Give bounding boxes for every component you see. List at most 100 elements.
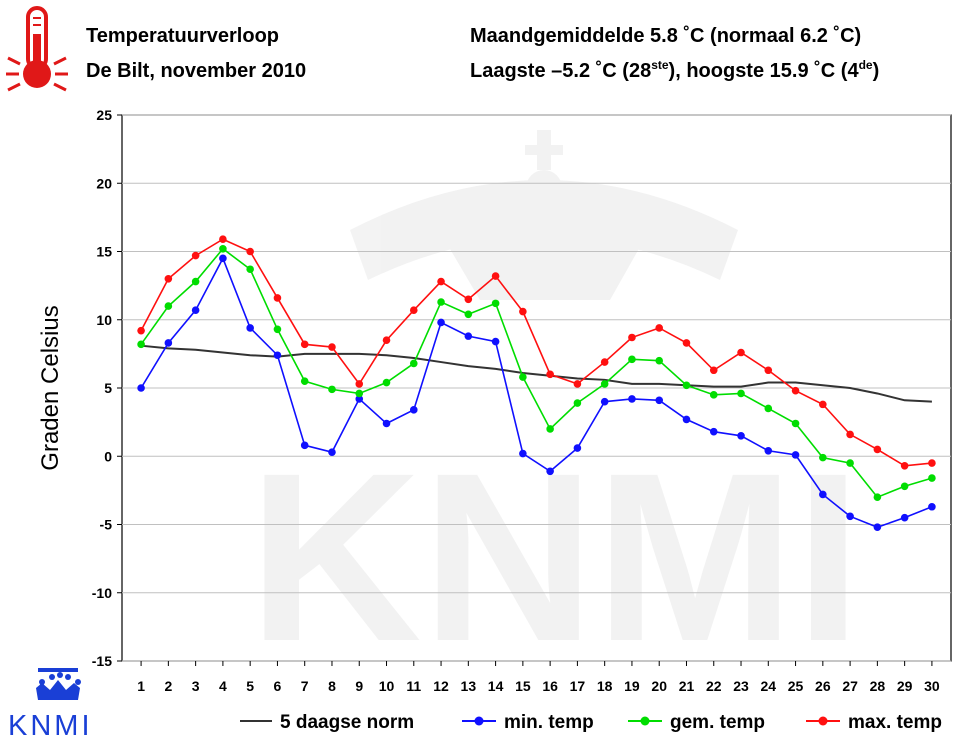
data-point-gem-temp [819, 453, 827, 462]
data-point-gem-temp [355, 389, 364, 398]
data-point-min-temp [709, 427, 718, 436]
legend-label-min-temp: min. temp [504, 712, 594, 733]
x-tick-label: 18 [597, 678, 613, 694]
legend-marker-max-temp [818, 716, 828, 726]
data-point-gem-temp [928, 474, 936, 482]
x-tick-label: 15 [515, 678, 531, 694]
y-tick-label: 0 [104, 448, 112, 464]
x-tick-label: 6 [274, 678, 282, 694]
x-tick-label: 10 [379, 678, 395, 694]
legend: 5 daagse norm min. temp gem. temp max. temp [240, 712, 942, 733]
data-point-gem-temp [737, 389, 745, 398]
data-point-gem-temp [764, 404, 773, 413]
data-point-min-temp [764, 446, 773, 455]
data-point-gem-temp [300, 377, 309, 385]
data-point-gem-temp [628, 355, 636, 364]
x-tick-label: 21 [679, 678, 695, 694]
data-point-max-temp [519, 307, 527, 316]
series-group [137, 235, 936, 532]
data-point-min-temp [819, 490, 827, 499]
data-point-min-temp [273, 351, 282, 360]
x-tick-label: 5 [246, 678, 254, 694]
data-point-max-temp [273, 294, 282, 302]
data-point-min-temp [928, 502, 936, 511]
data-point-max-temp [137, 326, 145, 335]
data-point-gem-temp [491, 299, 500, 308]
grid-lines [122, 114, 951, 662]
x-tick-label: 29 [897, 678, 913, 694]
data-point-max-temp [655, 324, 664, 332]
x-tick-label: 2 [164, 678, 172, 694]
x-tick-label: 26 [815, 678, 831, 694]
extremes-summary: Laagste –5.2 ˚C (28ste), hoogste 15.9 ˚C… [470, 58, 879, 82]
data-point-max-temp [873, 445, 882, 454]
x-tick-label: 25 [788, 678, 804, 694]
x-tick-label: 17 [570, 678, 586, 694]
data-point-gem-temp [519, 373, 527, 381]
data-point-gem-temp [682, 381, 691, 390]
data-point-min-temp [546, 467, 554, 476]
y-tick-label: 5 [104, 380, 112, 396]
data-point-gem-temp [409, 359, 418, 368]
data-point-max-temp [573, 380, 582, 388]
x-tick-label: 7 [301, 678, 309, 694]
data-point-min-temp [437, 318, 445, 327]
y-axis-label: Graden Celsius [37, 305, 64, 470]
data-point-min-temp [628, 395, 636, 403]
legend-marker-min-temp [474, 716, 484, 726]
data-point-min-temp [382, 419, 391, 428]
x-tick-label: 27 [842, 678, 858, 694]
data-point-min-temp [355, 395, 364, 403]
y-tick-label: 10 [96, 312, 112, 328]
y-tick-label: 20 [96, 175, 112, 191]
data-point-gem-temp [873, 493, 882, 502]
thermometer-icon [6, 6, 68, 92]
series-line-gem-temp [140, 247, 933, 499]
data-point-min-temp [464, 332, 473, 340]
data-point-max-temp [846, 430, 854, 439]
x-tick-label: 1 [137, 678, 145, 694]
chart-subtitle: De Bilt, november 2010 [86, 60, 306, 82]
data-point-min-temp [164, 339, 173, 347]
data-point-gem-temp [273, 325, 282, 334]
data-point-max-temp [764, 366, 773, 375]
series-line-min-temp [140, 256, 933, 529]
data-point-max-temp [600, 358, 609, 366]
data-point-gem-temp [655, 356, 664, 365]
y-tick-label: 25 [96, 107, 112, 123]
data-point-min-temp [137, 384, 145, 392]
data-point-max-temp [682, 339, 691, 347]
data-point-gem-temp [573, 399, 582, 407]
crown-icon [36, 668, 81, 700]
data-point-max-temp [246, 247, 254, 256]
x-tick-label: 20 [651, 678, 667, 694]
data-point-max-temp [437, 277, 445, 286]
data-point-min-temp [519, 449, 527, 458]
data-point-max-temp [737, 348, 745, 357]
data-point-gem-temp [791, 419, 800, 428]
data-point-max-temp [382, 336, 391, 345]
legend-label-max-temp: max. temp [848, 712, 942, 733]
data-point-gem-temp [164, 302, 173, 310]
data-point-max-temp [300, 340, 309, 349]
data-point-min-temp [191, 306, 200, 314]
data-point-max-temp [328, 343, 336, 351]
data-point-min-temp [791, 451, 800, 459]
data-point-min-temp [873, 523, 882, 532]
x-tick-label: 22 [706, 678, 722, 694]
data-point-max-temp [164, 275, 173, 283]
y-tick-label: -5 [100, 517, 113, 533]
data-point-max-temp [819, 400, 827, 409]
data-point-min-temp [682, 415, 691, 424]
data-point-min-temp [246, 324, 254, 332]
x-tick-label: 30 [924, 678, 940, 694]
series-line-5-daagse-norm [140, 344, 932, 403]
x-tick-label: 9 [355, 678, 363, 694]
data-point-max-temp [928, 459, 936, 467]
y-axis: -15 -10 -5 0 5 10 15 20 25 [92, 107, 122, 669]
x-tick-label: 28 [870, 678, 886, 694]
knmi-watermark: KNMI [248, 130, 862, 691]
watermark-text: KNMI [248, 423, 861, 691]
data-point-gem-temp [464, 310, 473, 319]
